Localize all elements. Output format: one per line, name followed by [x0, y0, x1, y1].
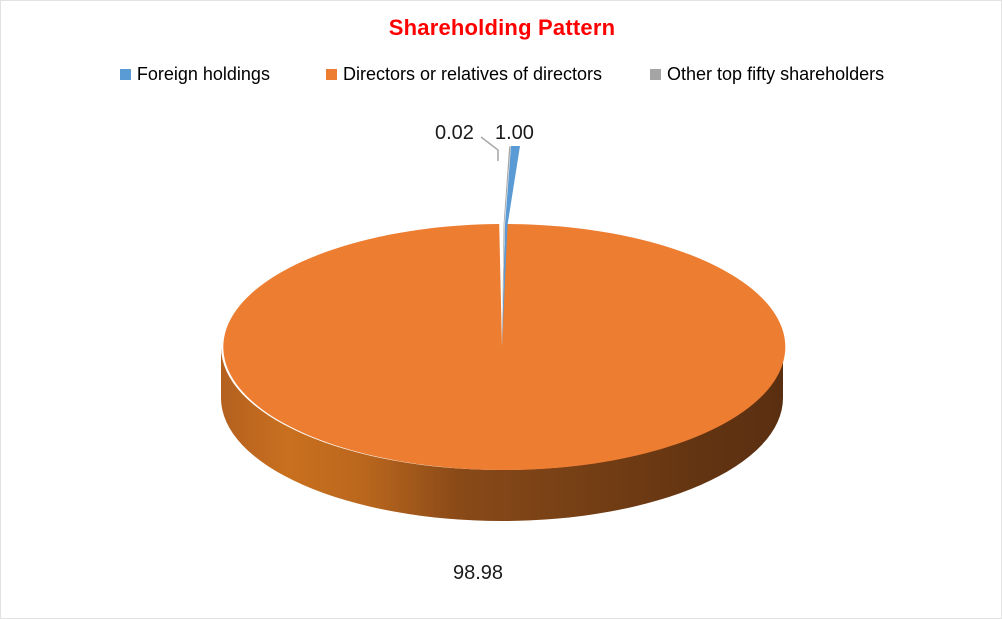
chart-title: Shareholding Pattern: [388, 15, 616, 40]
legend-item-foreign-holdings[interactable]: Foreign holdings: [119, 64, 270, 84]
chart-legend: Foreign holdings Directors or relatives …: [1, 64, 1001, 84]
data-label-other-top-fifty: 0.02: [435, 122, 474, 144]
data-label-foreign-holdings: 1.00: [495, 122, 534, 144]
legend-swatch-icon: [119, 68, 131, 80]
pie-slice-side-directors: [221, 347, 783, 521]
legend-swatch-icon: [650, 68, 662, 80]
pie-slice-other-top-fifty[interactable]: [502, 146, 511, 347]
legend-item-directors[interactable]: Directors or relatives of directors: [325, 64, 603, 84]
leader-line-other-top-fifty: [480, 136, 499, 161]
legend-label: Foreign holdings: [136, 64, 270, 84]
legend-label: Other top fifty shareholders: [667, 64, 885, 84]
pie-slice-foreign-holdings[interactable]: [502, 146, 520, 347]
legend-item-other-top-fifty[interactable]: Other top fifty shareholders: [650, 65, 884, 83]
legend-label: Directors or relatives of directors: [342, 64, 603, 84]
legend-swatch-icon: [325, 68, 337, 80]
pie-slice-directors[interactable]: [223, 224, 786, 470]
data-label-directors: 98.98: [453, 562, 504, 584]
